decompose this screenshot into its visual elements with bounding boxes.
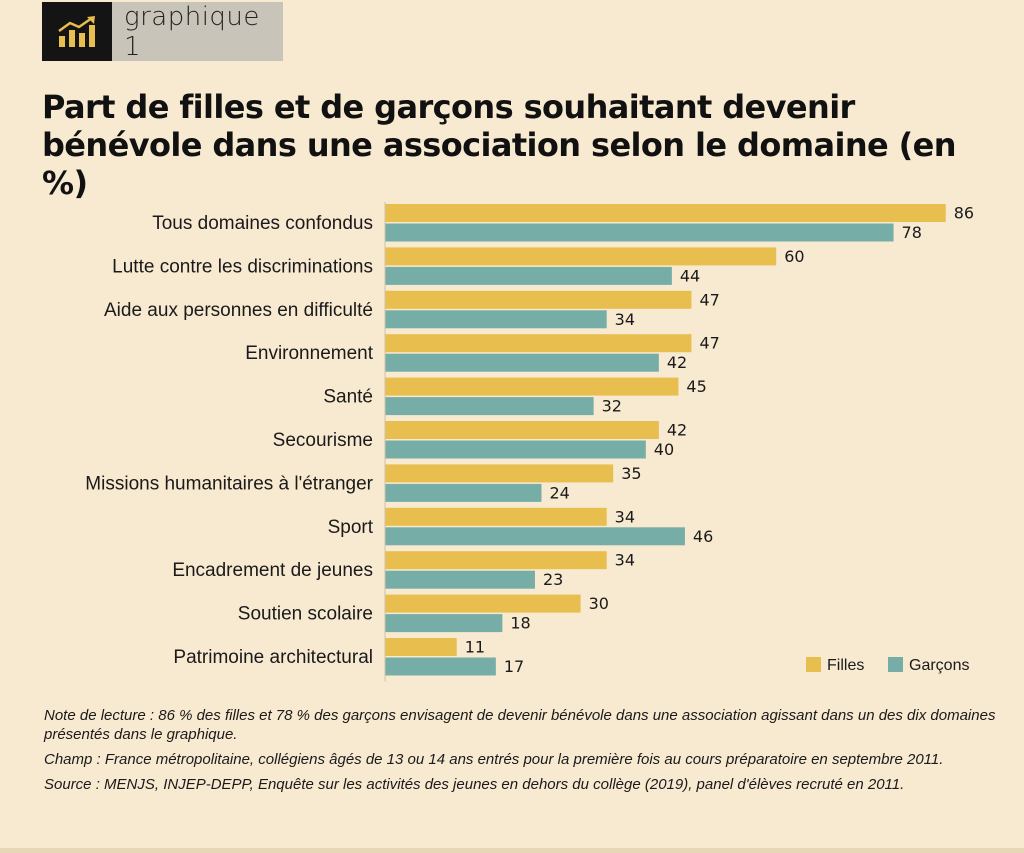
rising-bar-chart-icon [58,15,95,47]
category-label-sport: Sport [328,517,374,538]
bar-garcons-sport [385,527,685,546]
note-source: Source : MENJS, INJEP-DEPP, Enquête sur … [44,776,905,793]
bar-garcons-missions-humanitaires-a-l-etranger [385,483,542,502]
bar-filles-patrimoine-architectural [385,638,457,656]
data-label-filles-secourisme: 42 [667,421,687,440]
legend-swatch-filles [806,657,821,672]
legend-label-filles: Filles [827,657,864,674]
note-champ: Champ : France métropolitaine, collégien… [44,751,944,768]
data-label-filles-sport: 34 [615,507,635,526]
bar-filles-sante [385,377,679,396]
bar-filles-encadrement-de-jeunes [385,551,607,570]
bar-garcons-secourisme [385,440,646,459]
category-label-soutien-scolaire: Soutien scolaire [238,604,373,625]
category-label-missions-humanitaires-a-l-etranger: Missions humanitaires à l'étranger [85,473,373,494]
chart-notes: Note de lecture : 86 % des filles et 78 … [44,706,1004,794]
category-label-encadrement-de-jeunes: Encadrement de jeunes [172,560,373,581]
category-label-environnement: Environnement [245,343,374,364]
chart-title: Part de filles et de garçons souhaitant … [42,88,957,202]
data-label-garcons-aide-aux-personnes-en-difficulte: 34 [615,310,635,329]
data-label-garcons-tous-domaines-confondus: 78 [902,223,922,242]
category-label-secourisme: Secourisme [273,430,373,451]
bar-garcons-sante [385,397,594,416]
data-label-garcons-soutien-scolaire: 18 [510,614,530,633]
bar-filles-secourisme [385,421,659,439]
data-label-garcons-lutte-contre-les-discriminations: 44 [680,266,700,285]
data-label-filles-aide-aux-personnes-en-difficulte: 47 [699,290,719,309]
bar-garcons-tous-domaines-confondus [385,223,894,242]
legend-label-garcons: Garçons [909,657,969,674]
bar-filles-tous-domaines-confondus [385,204,946,222]
data-label-garcons-encadrement-de-jeunes: 23 [543,570,563,589]
data-label-filles-patrimoine-architectural: 11 [465,638,485,657]
bar-filles-aide-aux-personnes-en-difficulte [385,290,692,309]
bar-filles-missions-humanitaires-a-l-etranger [385,464,614,483]
data-label-garcons-sante: 32 [602,397,622,416]
data-label-filles-soutien-scolaire: 30 [589,594,609,613]
bar-filles-soutien-scolaire [385,594,581,613]
data-label-filles-encadrement-de-jeunes: 34 [615,551,635,570]
bar-filles-sport [385,507,607,526]
data-label-filles-environnement: 47 [699,334,719,353]
category-label-sante: Santé [323,387,373,408]
badge-icon-box [42,2,112,61]
data-label-filles-tous-domaines-confondus: 86 [954,204,974,223]
bar-garcons-aide-aux-personnes-en-difficulte [385,310,607,329]
category-label-tous-domaines-confondus: Tous domaines confondus [152,213,373,234]
bottom-rule [0,848,1024,853]
badge-label: graphique 1 [112,2,283,62]
bar-chart: Tous domaines confondus 86 78 Lutte contre … [85,202,974,682]
chart-badge: graphique 1 [42,2,283,62]
data-label-garcons-secourisme: 40 [654,440,674,459]
data-label-filles-sante: 45 [686,377,706,396]
bar-garcons-patrimoine-architectural [385,657,496,676]
category-label-lutte-contre-les-discriminations: Lutte contre les discriminations [112,256,373,277]
category-label-patrimoine-architectural: Patrimoine architectural [173,647,373,668]
data-label-garcons-missions-humanitaires-a-l-etranger: 24 [549,483,569,502]
data-label-filles-lutte-contre-les-discriminations: 60 [784,247,804,266]
legend-swatch-garcons [888,657,903,672]
bar-garcons-environnement [385,353,659,372]
bar-garcons-lutte-contre-les-discriminations [385,266,672,285]
data-label-garcons-environnement: 42 [667,353,687,372]
bar-garcons-soutien-scolaire [385,614,503,633]
bar-filles-environnement [385,334,692,353]
data-label-filles-missions-humanitaires-a-l-etranger: 35 [621,464,641,483]
bar-filles-lutte-contre-les-discriminations [385,247,777,266]
bar-garcons-encadrement-de-jeunes [385,570,535,589]
note-lecture: Note de lecture : 86 % des filles et 78 … [44,707,996,743]
category-label-aide-aux-personnes-en-difficulte: Aide aux personnes en difficulté [104,300,373,321]
data-label-garcons-sport: 46 [693,527,713,546]
data-label-garcons-patrimoine-architectural: 17 [504,657,524,676]
